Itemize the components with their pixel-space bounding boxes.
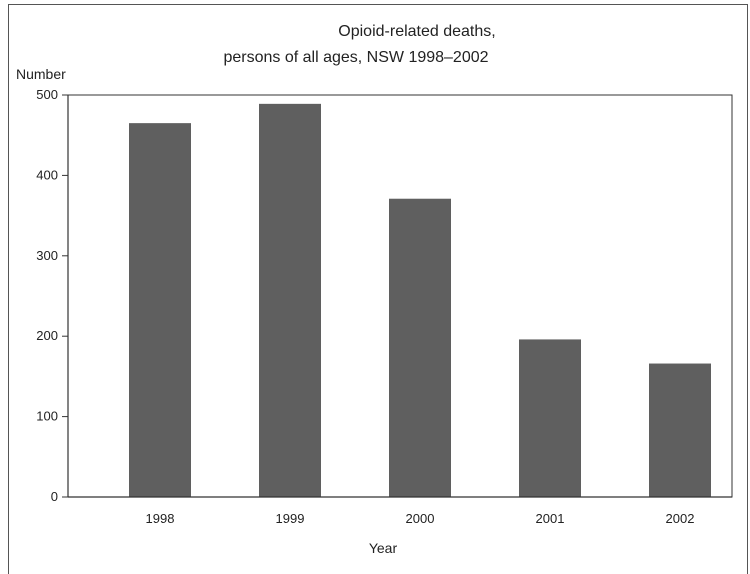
chart-title-line-1: Opioid-related deaths, [338,23,495,40]
chart-title-line-2: persons of all ages, NSW 1998–2002 [223,49,488,66]
y-tick-label: 400 [36,167,58,182]
bar-2000 [389,198,451,497]
y-tick-label: 500 [36,87,58,102]
x-axis-label: Year [369,540,398,556]
bar-2001 [519,339,581,497]
y-tick-label: 200 [36,328,58,343]
y-tick-label: 100 [36,409,58,424]
chart-frame [8,4,748,574]
bar-1999 [259,103,321,498]
x-tick-label: 2002 [666,511,695,526]
x-tick-label: 1999 [276,511,305,526]
bar-1998 [129,123,191,497]
x-tick-label: 2000 [406,511,435,526]
x-tick-label: 2001 [536,511,565,526]
y-tick-label: 0 [51,489,58,504]
plot-area: 0 100 200 300 400 500 1998 1999 2000 2001 2002 [36,87,733,526]
x-tick-label: 1998 [146,511,175,526]
y-axis-label: Number [16,66,66,82]
bar-2002 [649,363,711,497]
y-tick-label: 300 [36,248,58,263]
